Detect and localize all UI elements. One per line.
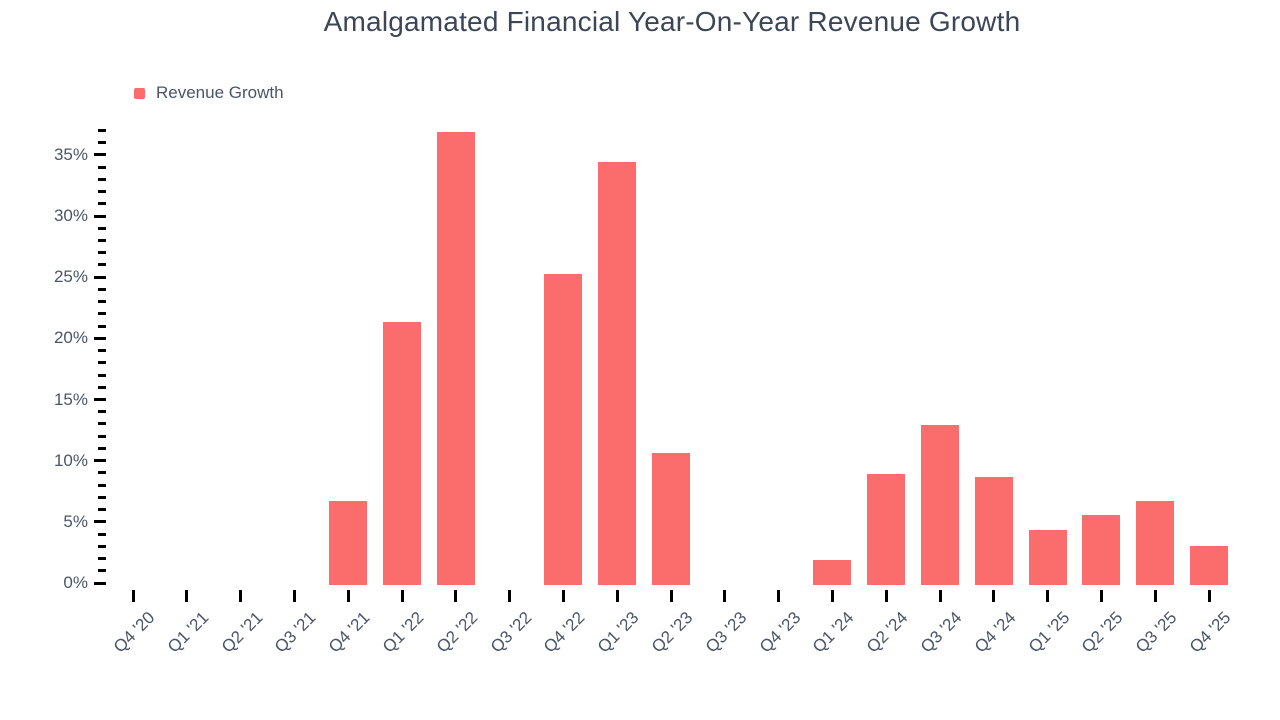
y-axis-label: 20% bbox=[53, 328, 88, 348]
y-axis-label: 5% bbox=[63, 511, 88, 531]
y-axis-minor-tick bbox=[98, 300, 106, 304]
bar bbox=[598, 162, 637, 585]
bar bbox=[974, 476, 1013, 585]
x-axis-tick bbox=[669, 590, 673, 602]
x-axis-tick bbox=[561, 590, 565, 602]
y-axis-minor-tick bbox=[98, 263, 106, 267]
bar bbox=[1136, 501, 1175, 585]
y-axis-major-tick bbox=[94, 581, 106, 585]
x-axis-tick bbox=[992, 590, 996, 602]
y-axis-minor-tick bbox=[98, 471, 106, 475]
x-axis-label: Q4 '20 bbox=[109, 608, 159, 657]
bar bbox=[867, 474, 906, 585]
y-axis-minor-tick bbox=[98, 385, 106, 389]
y-axis-minor-tick bbox=[98, 508, 106, 512]
y-axis-label: 30% bbox=[53, 206, 88, 226]
x-axis-tick bbox=[346, 590, 350, 602]
x-axis-tick bbox=[777, 590, 781, 602]
x-axis-tick bbox=[292, 590, 296, 602]
y-axis-minor-tick bbox=[98, 177, 106, 181]
y-axis-minor-tick bbox=[98, 287, 106, 291]
bar bbox=[1190, 546, 1228, 585]
x-axis-tick bbox=[131, 590, 135, 602]
y-axis-minor-tick bbox=[98, 165, 106, 169]
bar bbox=[1028, 530, 1067, 585]
y-axis-minor-tick bbox=[98, 569, 106, 573]
x-axis-tick bbox=[454, 590, 458, 602]
y-axis-minor-tick bbox=[98, 361, 106, 365]
bar bbox=[544, 273, 583, 585]
x-axis-tick bbox=[615, 590, 619, 602]
y-axis-minor-tick bbox=[98, 495, 106, 499]
bar bbox=[329, 501, 368, 585]
y-axis-minor-tick bbox=[98, 532, 106, 536]
y-axis-major-tick bbox=[94, 336, 106, 340]
y-axis-major-tick bbox=[94, 214, 106, 218]
legend: Revenue Growth bbox=[134, 83, 284, 103]
y-axis-minor-tick bbox=[98, 141, 106, 145]
x-axis-tick bbox=[1099, 590, 1103, 602]
x-axis-tick bbox=[239, 590, 243, 602]
y-axis-minor-tick bbox=[98, 190, 106, 194]
y-axis-minor-tick bbox=[98, 446, 106, 450]
y-axis-label: 35% bbox=[53, 144, 88, 164]
y-axis-minor-tick bbox=[98, 251, 106, 255]
bar bbox=[383, 322, 421, 585]
y-axis-major-tick bbox=[94, 398, 106, 402]
bar bbox=[436, 131, 475, 585]
x-axis-tick bbox=[185, 590, 189, 602]
y-axis-label: 15% bbox=[53, 389, 88, 409]
y-axis-minor-tick bbox=[98, 434, 106, 438]
x-axis-tick bbox=[1153, 590, 1157, 602]
y-axis-minor-tick bbox=[98, 422, 106, 426]
bar bbox=[921, 425, 959, 585]
y-axis-minor-tick bbox=[98, 202, 106, 206]
y-axis-minor-tick bbox=[98, 410, 106, 414]
x-axis-tick bbox=[1046, 590, 1050, 602]
y-axis-minor-tick bbox=[98, 312, 106, 316]
y-axis-minor-tick bbox=[98, 128, 106, 132]
bar bbox=[1082, 514, 1121, 585]
y-axis-minor-tick bbox=[98, 239, 106, 242]
x-axis-tick bbox=[1207, 590, 1211, 602]
y-axis-minor-tick bbox=[98, 544, 106, 548]
y-axis-major-tick bbox=[94, 520, 106, 524]
y-axis-label: 25% bbox=[53, 267, 88, 287]
bar bbox=[652, 453, 690, 585]
bar bbox=[813, 559, 852, 585]
y-axis-major-tick bbox=[94, 275, 106, 279]
x-axis-tick bbox=[508, 590, 512, 602]
y-axis-minor-tick bbox=[98, 324, 106, 328]
x-axis-tick bbox=[830, 590, 834, 602]
x-axis-tick bbox=[884, 590, 888, 602]
y-axis-minor-tick bbox=[98, 557, 106, 561]
y-axis-minor-tick bbox=[98, 226, 106, 230]
x-axis-tick bbox=[723, 590, 727, 602]
legend-swatch-icon bbox=[134, 87, 145, 99]
x-axis-tick bbox=[938, 590, 942, 602]
y-axis-minor-tick bbox=[98, 349, 106, 353]
y-axis-label: 0% bbox=[63, 573, 88, 592]
y-axis-minor-tick bbox=[98, 373, 106, 377]
x-axis-tick bbox=[400, 590, 404, 602]
y-axis-minor-tick bbox=[98, 483, 106, 487]
y-axis-major-tick bbox=[94, 459, 106, 463]
y-axis-label: 10% bbox=[53, 450, 88, 470]
chart-title: Amalgamated Financial Year-On-Year Reven… bbox=[323, 6, 1021, 37]
y-axis-major-tick bbox=[94, 153, 106, 157]
legend-label: Revenue Growth bbox=[156, 83, 284, 102]
